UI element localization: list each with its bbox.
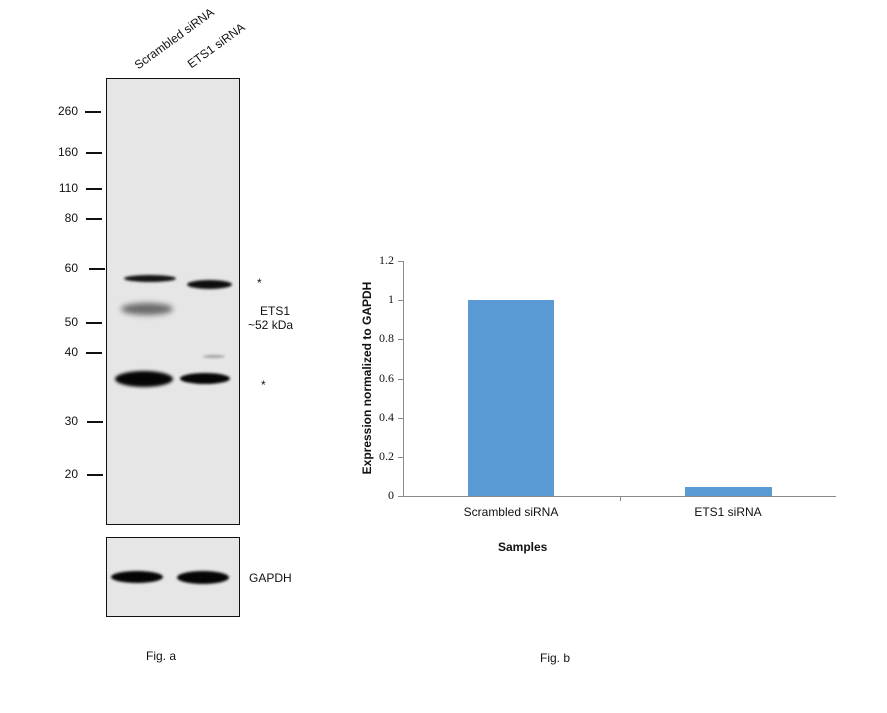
mw-tick [89, 268, 105, 270]
asterisk-upper: * [257, 276, 262, 290]
band-ets1-upper [187, 280, 232, 289]
main-blot-panel [106, 78, 240, 525]
mw-label: 30 [64, 414, 78, 428]
band-scrambled-upper [124, 275, 176, 282]
gapdh-label: GAPDH [249, 571, 292, 585]
y-tick [398, 300, 403, 301]
figure-a-caption: Fig. a [146, 649, 177, 663]
mw-label: 160 [57, 145, 78, 159]
x-axis-title: Samples [498, 540, 548, 554]
y-tick [398, 379, 403, 380]
y-tick-label: 0.8 [379, 331, 394, 345]
band-ets1-lower [180, 373, 230, 384]
mw-label: 50 [64, 315, 78, 329]
y-tick-label: 0.2 [379, 449, 394, 463]
band-gapdh-ets1 [177, 571, 229, 584]
band-ets1-faint [203, 355, 225, 358]
asterisk-lower: * [261, 378, 266, 392]
mw-label: 40 [64, 345, 78, 359]
y-tick [398, 261, 403, 262]
x-category-label: ETS1 siRNA [694, 505, 762, 519]
mw-tick [85, 111, 101, 113]
mw-tick [87, 421, 103, 423]
mw-tick [87, 474, 103, 476]
y-tick-label: 0.6 [379, 371, 394, 385]
figure-b-caption: Fig. b [540, 651, 571, 665]
y-axis [403, 261, 404, 497]
band-gapdh-scrambled [111, 571, 163, 583]
x-category-label: Scrambled siRNA [463, 505, 559, 519]
mw-label: 110 [58, 181, 78, 195]
y-tick-label: 0 [388, 488, 394, 502]
x-tick [620, 496, 621, 501]
mw-label: 20 [64, 467, 78, 481]
target-size-label: ~52 kDa [248, 318, 294, 332]
mw-tick [86, 352, 102, 354]
mw-label: 260 [57, 104, 78, 118]
y-tick [398, 418, 403, 419]
bar-ets1-sirna [685, 487, 772, 496]
y-tick [398, 496, 403, 497]
y-tick-label: 0.4 [379, 410, 394, 424]
y-tick [398, 457, 403, 458]
target-name-label: ETS1 [260, 304, 291, 318]
y-tick [398, 339, 403, 340]
x-axis [398, 496, 836, 497]
mw-tick [86, 322, 102, 324]
y-tick-label: 1.2 [379, 253, 394, 267]
gapdh-blot-panel [106, 537, 240, 617]
mw-tick [86, 218, 102, 220]
y-axis-title: Expression normalized to GAPDH [360, 281, 374, 475]
bar-scrambled-sirna [468, 300, 554, 496]
y-tick-label: 1 [388, 292, 394, 306]
mw-tick [86, 152, 102, 154]
band-scrambled-lower [115, 371, 173, 387]
band-scrambled-ets1 [121, 303, 173, 315]
mw-label: 60 [64, 261, 78, 275]
mw-label: 80 [64, 211, 78, 225]
mw-tick [86, 188, 102, 190]
